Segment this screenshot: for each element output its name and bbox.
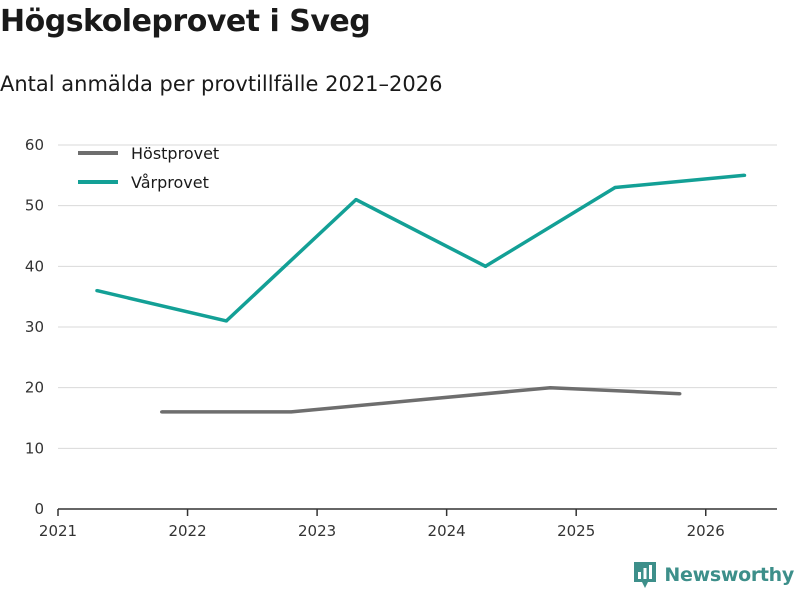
x-tick-label: 2026	[687, 522, 725, 540]
data-point	[95, 289, 99, 293]
legend-label: Vårprovet	[131, 173, 209, 192]
x-tick-label: 2025	[557, 522, 595, 540]
y-tick-label: 20	[25, 379, 44, 397]
y-tick-label: 50	[25, 197, 44, 215]
data-point	[613, 185, 617, 190]
data-point	[678, 392, 682, 396]
series-line-1	[96, 173, 745, 323]
data-point	[419, 398, 423, 402]
data-point	[548, 386, 552, 390]
data-point	[483, 264, 488, 268]
x-tick-label: 2022	[168, 522, 206, 540]
x-tick-label: 2024	[428, 522, 466, 540]
x-tick-label: 2021	[39, 522, 77, 540]
y-tick-label: 0	[34, 500, 44, 518]
data-point	[160, 410, 164, 414]
newsworthy-logo-icon	[634, 562, 657, 588]
legend: Höstprovet Vårprovet	[78, 144, 219, 192]
x-tick-label: 2023	[298, 522, 336, 540]
y-tick-label: 10	[25, 439, 44, 457]
page-title: Högskoleprovet i Sveg	[0, 4, 371, 39]
series-layer	[95, 173, 747, 414]
y-tick-label: 40	[25, 257, 44, 275]
legend-label: Höstprovet	[131, 144, 219, 163]
grid-layer	[58, 144, 777, 449]
y-tick-label: 30	[25, 318, 44, 336]
brand-name: Newsworthy	[664, 564, 794, 586]
data-point	[354, 198, 358, 202]
page-subtitle: Antal anmälda per provtillfälle 2021–202…	[0, 72, 443, 96]
y-tick-label: 60	[25, 136, 44, 154]
axis-layer: 0 10 20 30 40 50 60 2021 2022 2023 2024 2025 2026	[25, 136, 777, 540]
brand-logo: Newsworthy	[632, 560, 794, 590]
data-point	[289, 410, 293, 414]
data-point	[224, 319, 229, 323]
data-point	[743, 173, 747, 177]
